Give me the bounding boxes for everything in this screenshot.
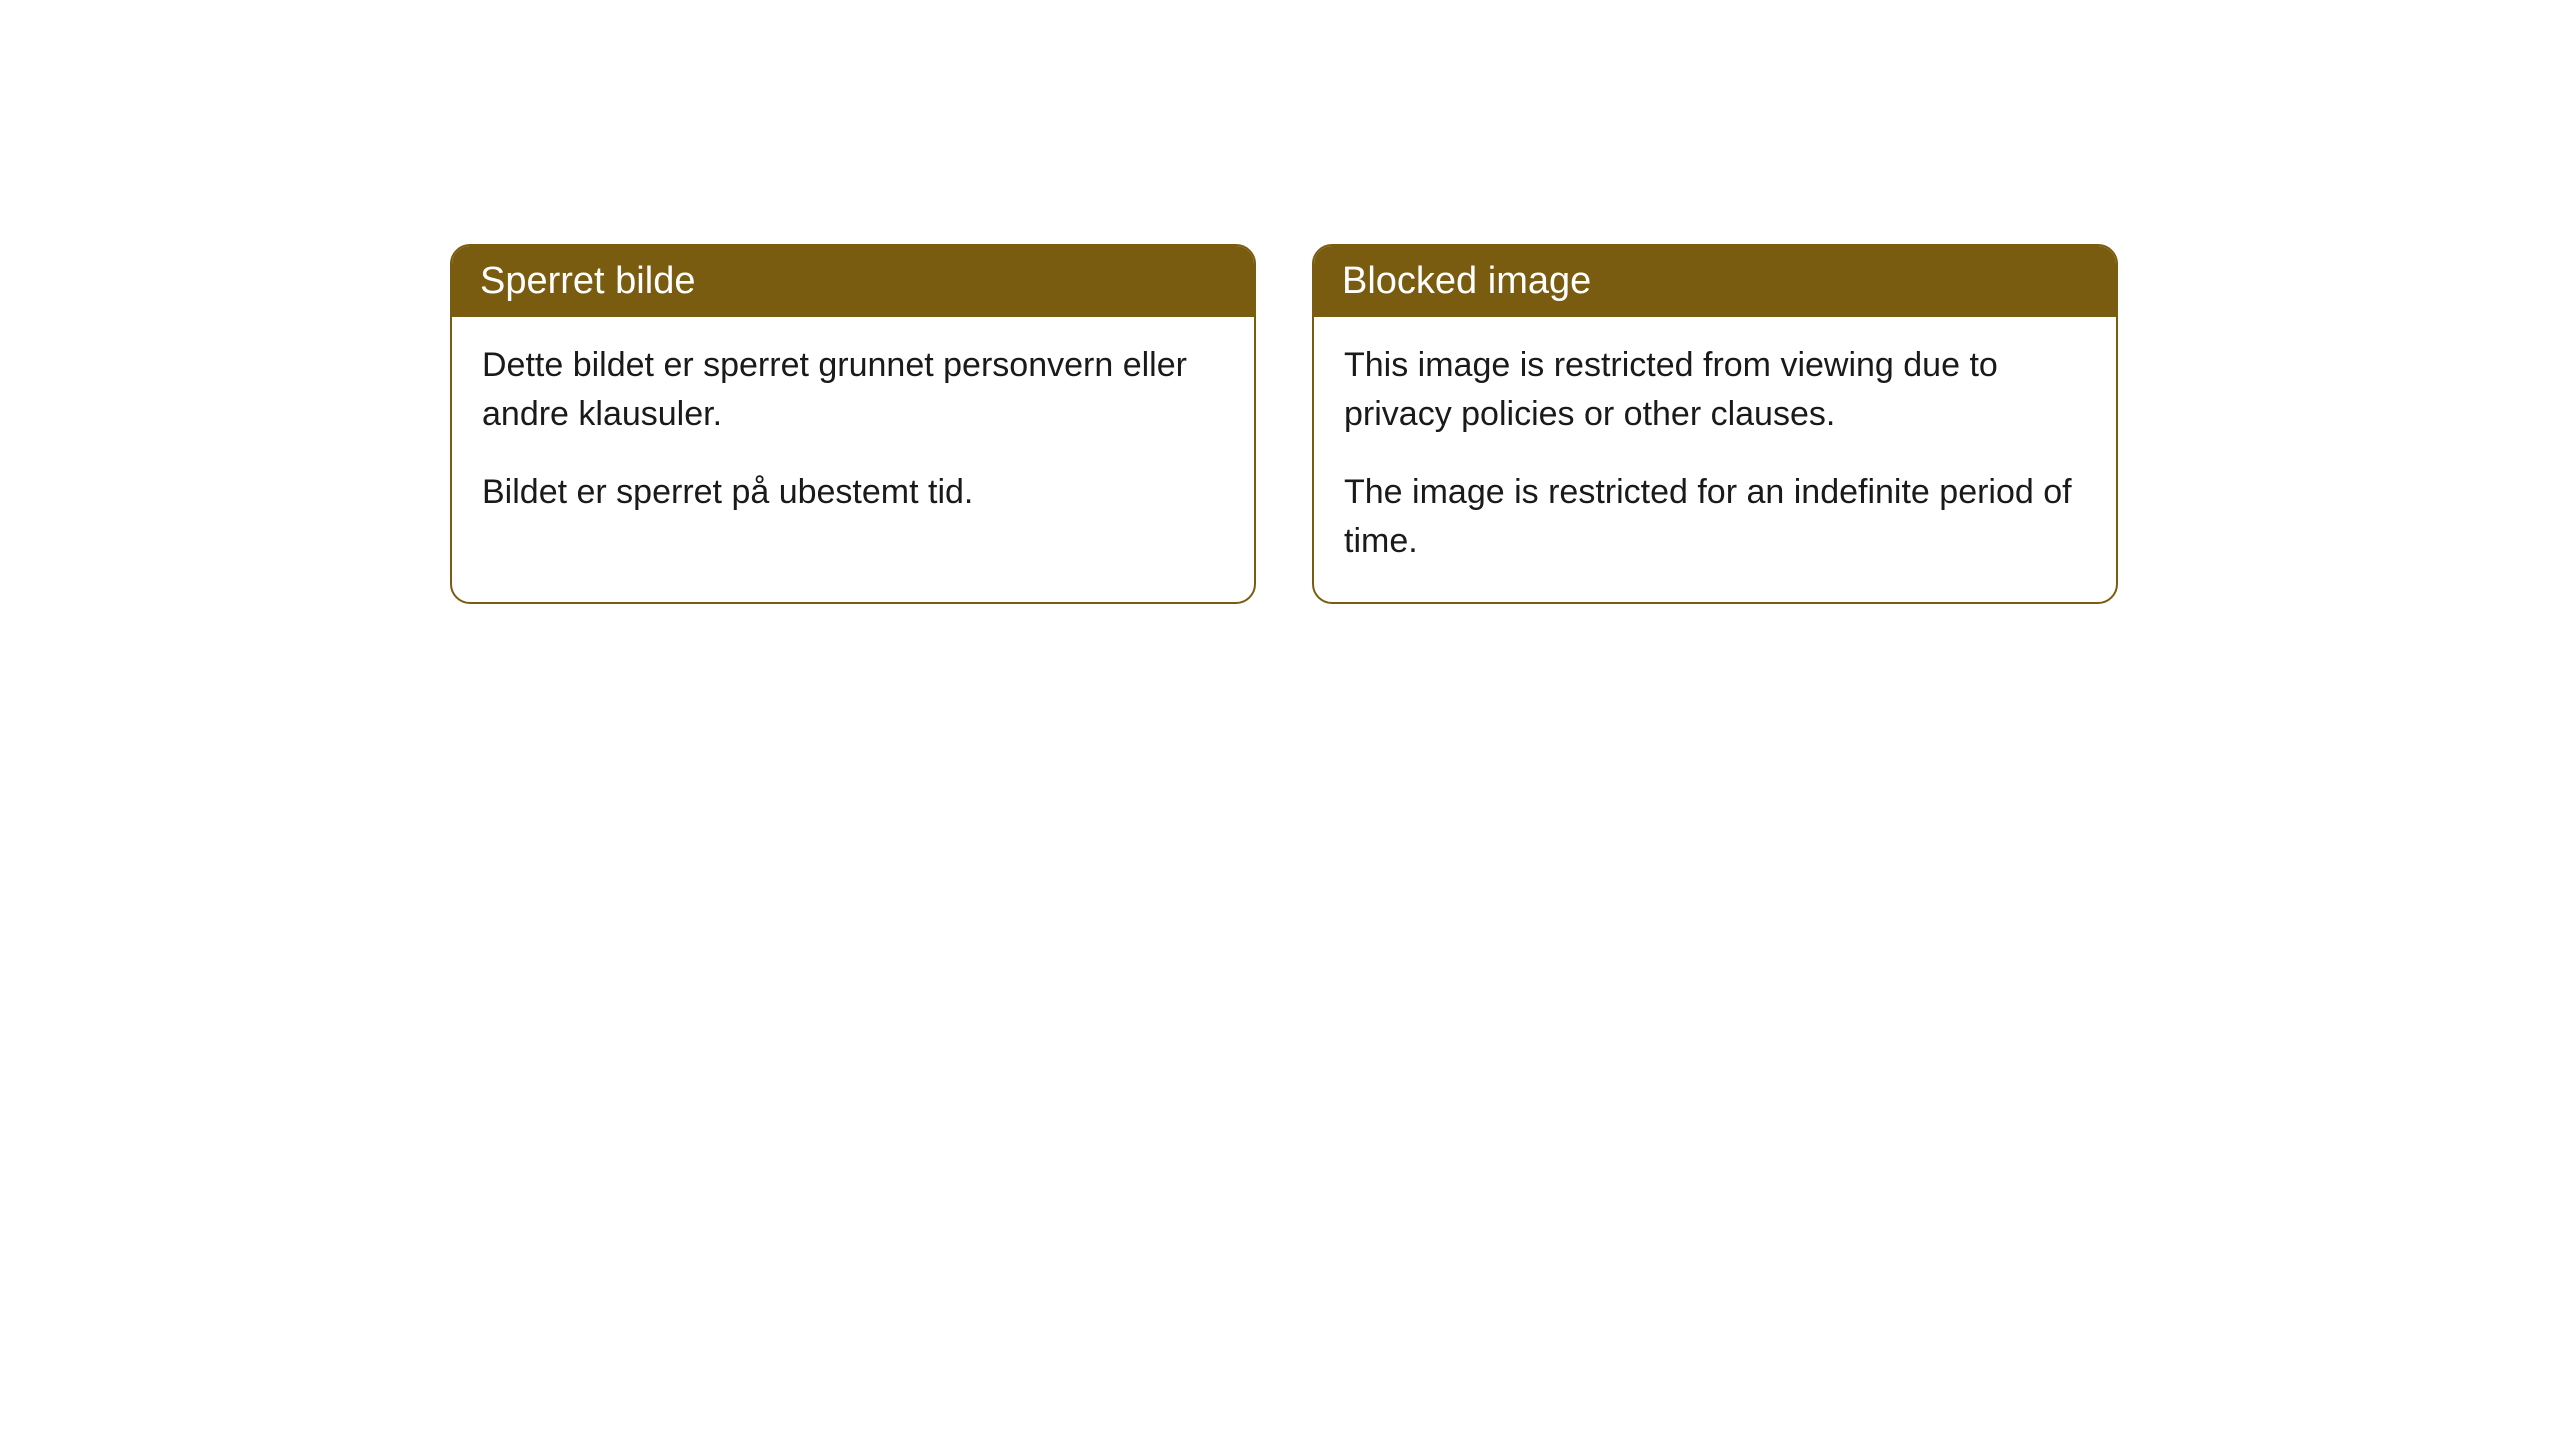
card-paragraph: The image is restricted for an indefinit… [1344,468,2086,567]
card-body: This image is restricted from viewing du… [1314,317,2116,602]
card-title: Sperret bilde [480,260,695,302]
notice-cards-container: Sperret bilde Dette bildet er sperret gr… [450,244,2118,604]
card-body: Dette bildet er sperret grunnet personve… [452,317,1254,553]
blocked-image-card-no: Sperret bilde Dette bildet er sperret gr… [450,244,1256,604]
card-paragraph: Dette bildet er sperret grunnet personve… [482,341,1224,440]
card-paragraph: This image is restricted from viewing du… [1344,341,2086,440]
card-title: Blocked image [1342,260,1591,302]
blocked-image-card-en: Blocked image This image is restricted f… [1312,244,2118,604]
card-paragraph: Bildet er sperret på ubestemt tid. [482,468,1224,517]
card-header: Sperret bilde [452,246,1254,317]
card-header: Blocked image [1314,246,2116,317]
